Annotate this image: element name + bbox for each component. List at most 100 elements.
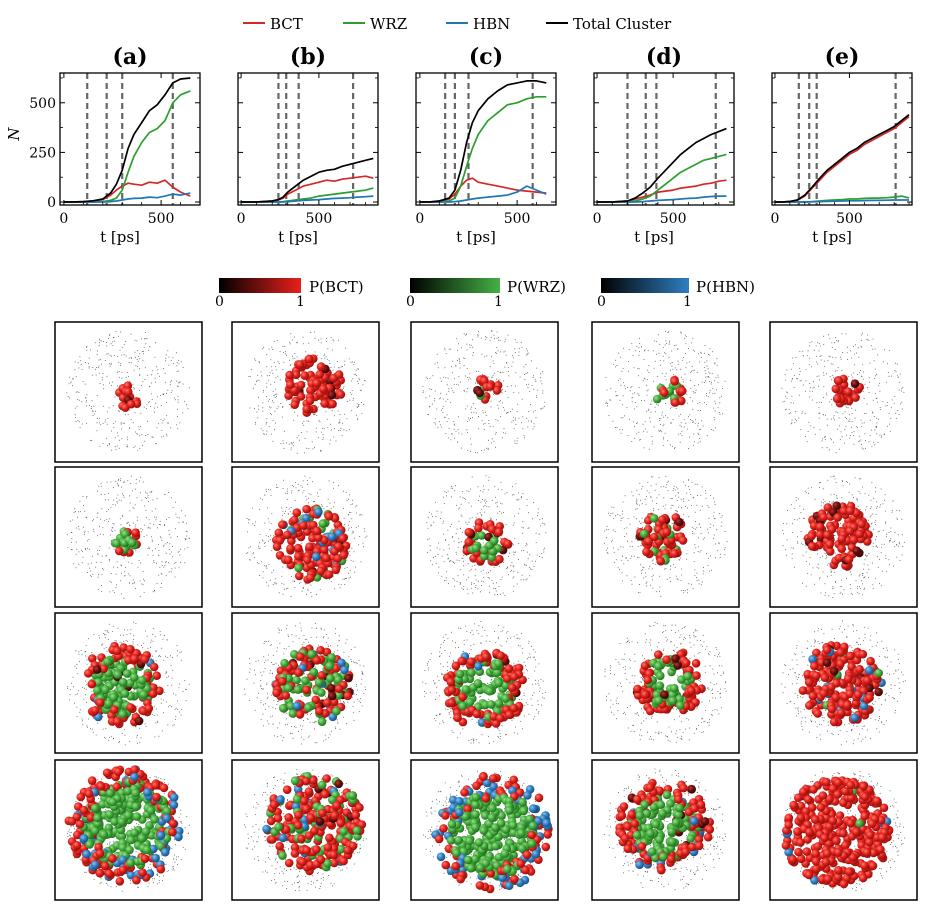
particle-dot [452,536,454,537]
particle-dot [692,421,694,423]
particle-dot [106,481,108,483]
particle-dot [690,494,692,495]
snapshot-panel [231,466,380,608]
particle-dot [86,572,88,573]
particle-dot [101,340,103,342]
particle-dot [858,592,860,594]
particle-dot [91,520,93,522]
particle-dot [345,492,347,493]
particle-dot [353,374,355,376]
particle-dot [860,334,862,336]
particle-dot [898,389,900,391]
particle-dot [611,541,613,543]
particle-dot [71,531,73,533]
particle-dot [307,480,309,482]
particle-dot [702,570,704,572]
particle-dot [535,380,537,382]
particle-dot [467,563,469,565]
particle-dot [164,565,166,566]
particle-dot [518,392,520,394]
particle-dot [351,394,353,395]
particle-dot [638,386,640,388]
particle-dot [177,551,179,553]
particle-dot [631,441,633,442]
particle-dot [872,338,874,340]
particle-dot [646,379,648,381]
particle-dot [136,516,138,518]
particle-dot [133,621,135,623]
atom-sphere [833,513,842,522]
particle-dot [321,505,323,507]
particle-dot [186,404,187,406]
particle-dot [645,576,647,578]
particle-dot [303,452,305,454]
particle-dot [443,561,445,563]
particle-dot [518,355,520,356]
particle-dot [427,378,429,380]
particle-dot [652,579,654,581]
particle-dot [495,419,497,421]
particle-dot [140,528,142,530]
particle-dot [122,634,124,636]
particle-dot [513,554,515,556]
particle-dot [540,408,542,410]
particle-dot [875,513,877,515]
particle-dot [358,544,360,546]
particle-dot [279,351,281,353]
particle-dot [701,505,703,507]
particle-dot [691,526,693,528]
particle-dot [133,582,135,584]
particle-dot [295,487,297,489]
particle-dot [469,438,471,440]
particle-dot [899,543,900,545]
particle-dot [186,522,188,524]
particle-dot [686,362,688,364]
particle-dot [430,549,432,551]
particle-dot [605,401,607,403]
particle-dot [351,526,352,528]
particle-dot [896,556,898,558]
particle-dot [120,363,122,364]
particle-dot [825,414,826,416]
particle-dot [653,367,655,369]
particle-dot [319,421,321,423]
particle-dot [659,359,661,361]
particle-dot [443,549,445,551]
particle-dot [109,444,110,446]
particle-dot [478,416,479,417]
particle-dot [694,392,696,394]
particle-dot [82,381,84,382]
particle-dot [869,381,871,383]
particle-dot [260,371,262,373]
atom-sphere [338,534,348,543]
particle-dot [896,544,898,546]
particle-dot [135,365,137,367]
particle-dot [298,439,300,441]
particle-dot [527,353,529,355]
particle-dot [833,441,834,443]
particle-dot [512,551,514,553]
particle-dot [139,373,141,375]
particle-dot [363,403,365,405]
particle-dot [637,591,639,593]
particle-dot [160,702,162,704]
particle-dot [155,443,157,445]
particle-dot [113,499,115,501]
particle-dot [709,348,711,350]
particle-dot [112,405,114,407]
particle-dot [819,401,821,403]
particle-dot [876,507,878,509]
particle-dot [170,497,172,499]
particle-dot [110,481,112,483]
particle-dot [172,546,173,547]
particle-dot [310,584,312,586]
particle-dot [626,407,628,409]
particle-dot [618,352,620,354]
particle-dot [894,546,896,548]
particle-dot [114,437,116,439]
particle-dot [147,548,149,550]
particle-dot [112,630,114,632]
particle-dot [358,525,360,527]
particle-dot [102,422,104,424]
